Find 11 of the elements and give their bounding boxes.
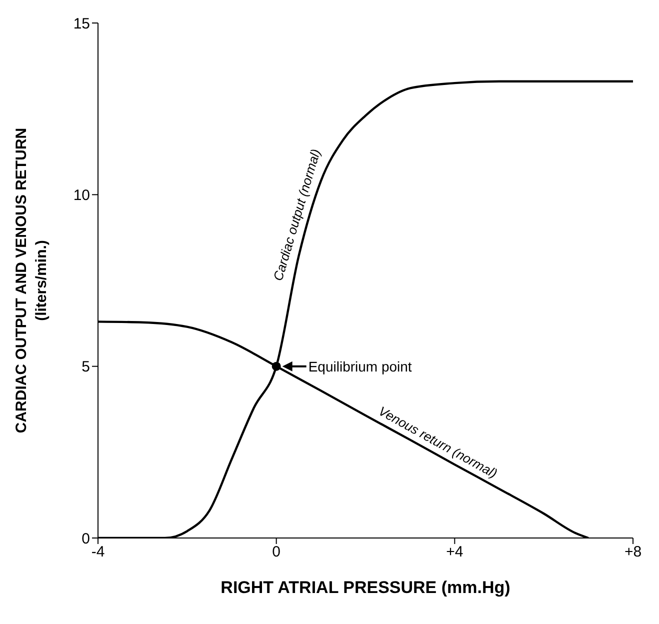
x-tick-label: +4 — [446, 544, 464, 561]
annotation: Equilibrium point — [308, 358, 412, 374]
x-tick-label: 0 — [272, 544, 281, 561]
y-axis-title: CARDIAC OUTPUT AND VENOUS RETURN (liters/min.) — [13, 128, 50, 434]
y-tick-label: 5 — [82, 358, 90, 376]
y-tick-label: 15 — [73, 15, 90, 32]
y-tick-label: 10 — [73, 186, 90, 204]
x-tick-label: +8 — [624, 544, 642, 561]
x-axis-title: RIGHT ATRIAL PRESSURE (mm.Hg) — [220, 578, 510, 597]
x-tick-label: -4 — [91, 544, 105, 561]
y-tick-label: 0 — [82, 530, 90, 548]
